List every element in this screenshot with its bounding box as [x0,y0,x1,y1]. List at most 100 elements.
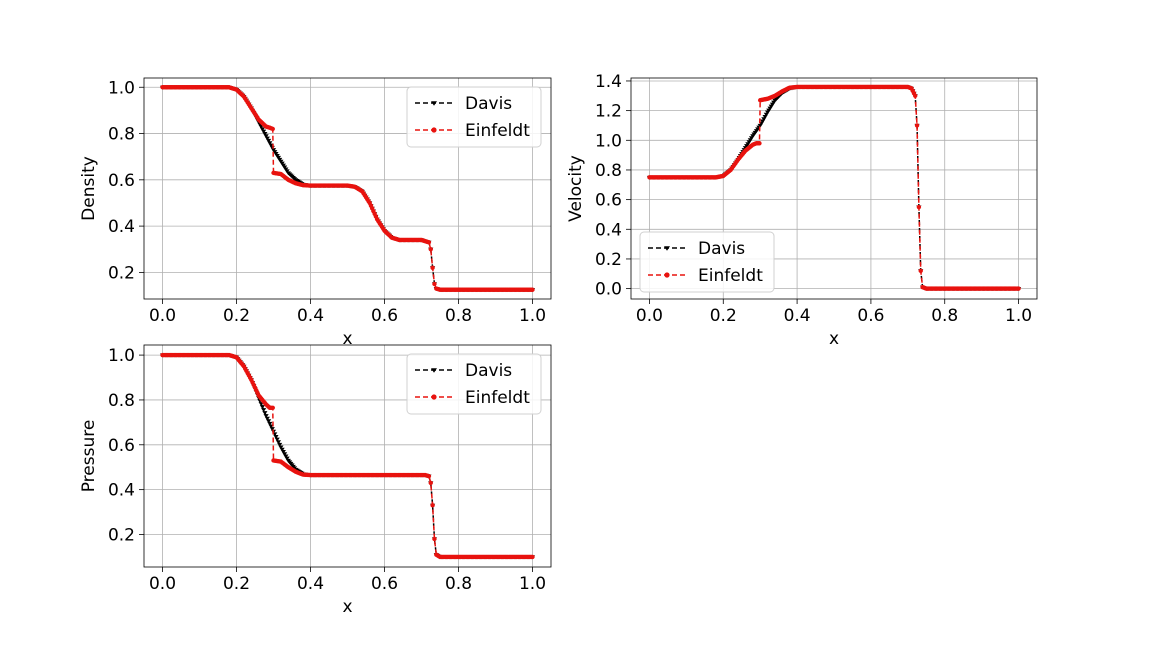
data-point [259,127,265,132]
y-tick-label: 0.2 [108,263,135,283]
legend-box [406,86,542,148]
data-point [278,445,284,450]
x-tick-label: 0.8 [931,306,958,326]
legend-marker [664,272,670,278]
legend-label: Einfeldt [698,266,763,286]
x-tick-label: 1.0 [519,306,546,326]
legend: Davis Einfeldt [639,231,775,293]
x-tick-label: 0.6 [371,306,398,326]
data-point [432,281,437,287]
x-tick-label: 0.2 [223,306,250,326]
data-point [267,421,273,426]
x-tick-label: 0.2 [223,574,250,594]
data-point [273,435,279,439]
data-point [282,452,288,457]
data-point [261,408,267,412]
legend-label: Einfeldt [465,388,530,408]
plot-frame [143,77,552,300]
y-axis-label: Density [79,156,99,221]
y-tick-label: 0.2 [595,250,622,270]
y-tick-label: 0.4 [595,220,622,240]
data-point [264,416,270,421]
y-tick-label: 0.8 [108,125,135,145]
y-tick-label: 0.8 [595,161,622,181]
x-tick-label: 0.4 [297,306,324,326]
y-tick-label: 1.0 [108,346,135,366]
legend: Davis Einfeldt [406,86,542,148]
x-tick-label: 0.2 [710,306,737,326]
legend-marker [431,394,437,400]
data-point [283,454,289,459]
data-point [428,480,433,486]
chart-pressure: 0.0 0.2 0.4 0.6 0.8 1.0 0.2 0.4 0.6 0.8 1.0 x Pressu… [79,344,552,617]
data-point [279,447,285,452]
y-tick-label: 0.6 [108,436,135,456]
y-tick-label: 0.4 [108,481,135,501]
y-tick-label: 0.6 [595,191,622,211]
chart-density: 0.0 0.2 0.4 0.6 0.8 1.0 0.2 0.4 0.6 0.8 1.0 x Densit… [79,77,552,349]
legend-marker [431,368,437,373]
data-point [757,141,762,146]
x-tick-label: 0.4 [784,306,811,326]
data-point [1016,286,1021,291]
data-point [267,141,273,146]
x-tick-label: 0.0 [149,574,176,594]
data-point [432,536,437,542]
y-tick-label: 0.2 [108,525,135,545]
data-point [280,449,286,454]
y-axis-label: Pressure [79,420,99,493]
legend-box [406,353,542,415]
data-point [913,93,918,98]
data-point [261,129,267,134]
y-axis-label: Velocity [566,155,586,222]
data-point [270,405,275,410]
data-point [275,440,282,445]
data-point [263,134,269,139]
data-point [426,473,432,479]
data-point [264,136,270,141]
x-tick-label: 0.6 [857,306,884,326]
x-tick-label: 0.8 [445,306,472,326]
x-axis-label: x [342,597,352,617]
data-point [430,265,435,270]
legend-label: Davis [465,94,512,114]
data-point [262,411,268,415]
series-einfeldt [160,85,535,292]
data-point [259,405,265,410]
plot-frame [630,77,1038,300]
series-einfeldt [647,84,1021,291]
data-point [263,414,269,418]
legend-marker [431,101,437,106]
x-tick-label: 0.6 [371,574,398,594]
y-tick-label: 0.0 [595,280,622,300]
data-point [274,437,280,442]
data-point [265,419,272,424]
legend-marker [431,127,437,133]
legend-box [639,231,775,293]
legend-label: Davis [465,361,512,381]
x-tick-label: 0.0 [149,306,176,326]
data-point [530,287,535,292]
x-tick-label: 1.0 [1005,306,1032,326]
series-einfeldt [160,352,535,560]
data-point [262,131,268,136]
x-axis-label: x [342,329,352,349]
data-point [284,456,290,461]
y-tick-label: 1.0 [108,78,135,98]
x-axis-label: x [829,329,839,349]
data-point [277,442,283,447]
data-point [265,138,272,143]
data-point [918,268,923,274]
data-point [270,126,275,132]
x-tick-label: 0.4 [297,574,324,594]
data-point [530,554,535,560]
data-point [269,427,275,432]
x-tick-label: 0.8 [445,574,472,594]
legend-marker [664,246,670,251]
data-point [428,247,433,252]
x-tick-label: 1.0 [519,574,546,594]
legend-label: Davis [698,239,745,259]
y-tick-label: 0.8 [108,391,135,411]
data-point [430,503,435,508]
